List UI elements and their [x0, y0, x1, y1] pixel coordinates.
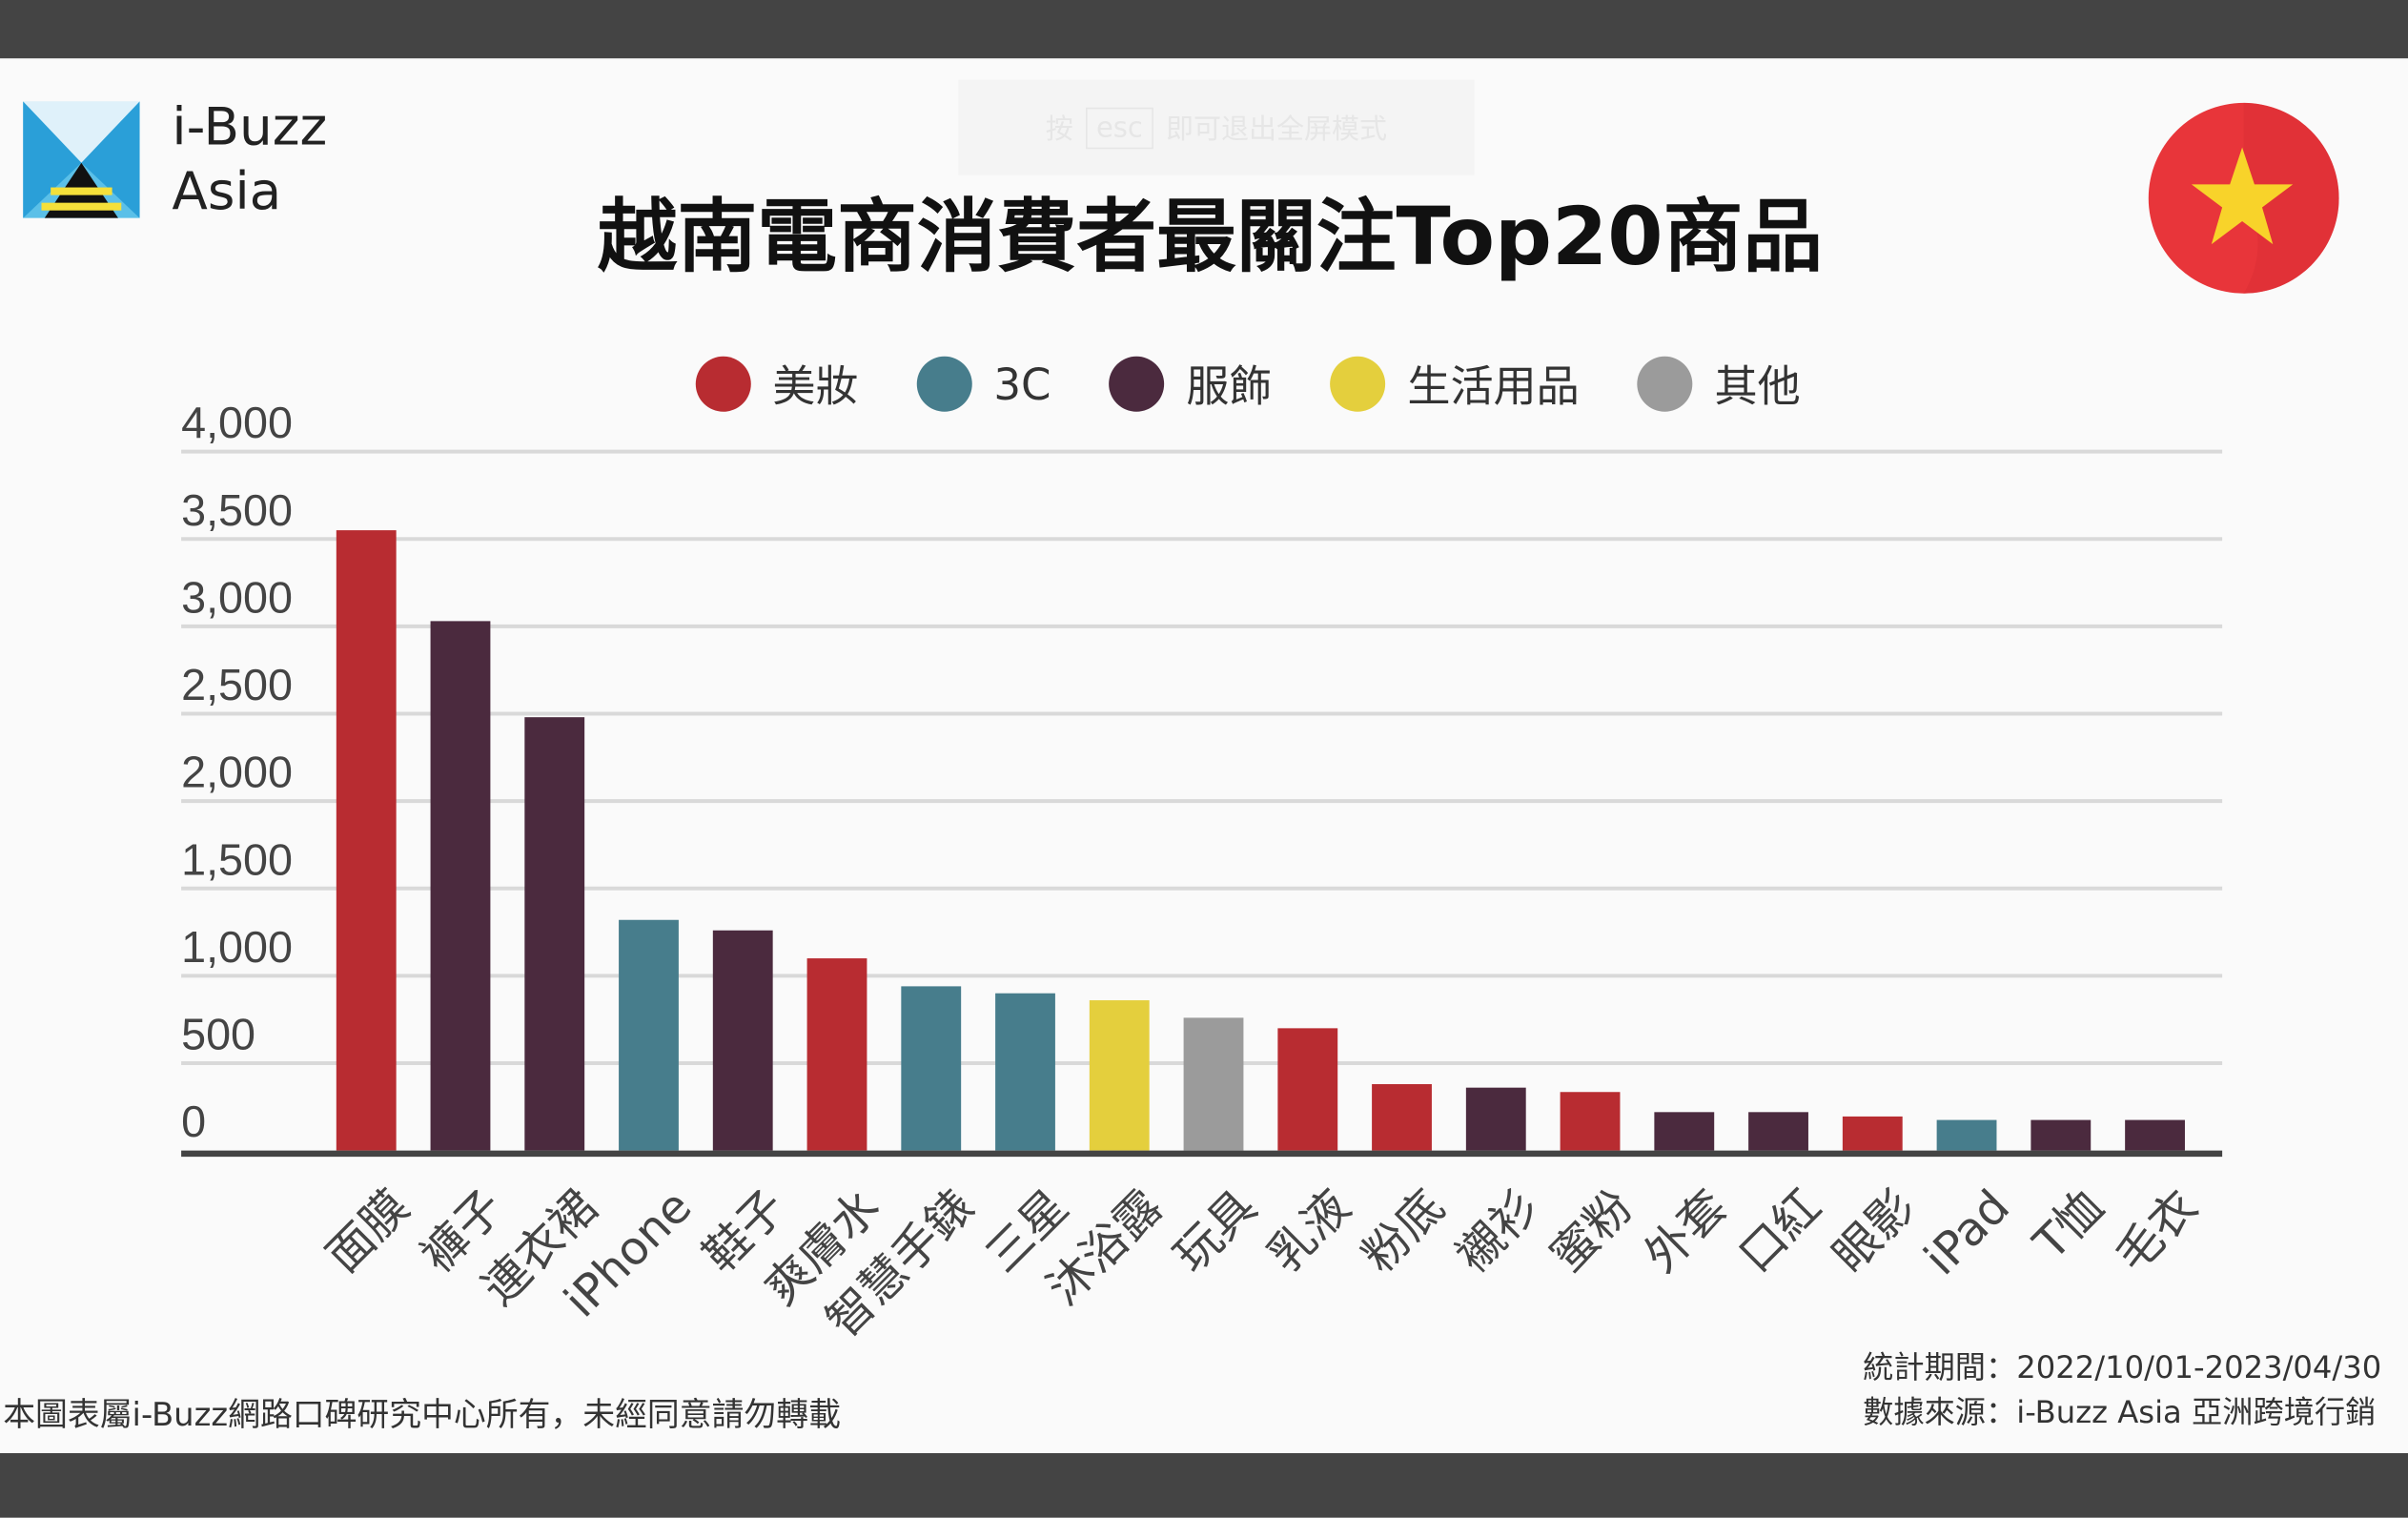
y-tick-label: 4,000 — [181, 398, 293, 447]
bottom-letterbox — [0, 1453, 2408, 1518]
bar-智慧手錶 — [901, 986, 962, 1151]
legend-swatch — [916, 356, 972, 412]
hint-prefix: 按 — [1045, 113, 1073, 147]
bar-爽膚水 — [806, 958, 867, 1151]
legend-item: 生活用品 — [1330, 354, 1580, 415]
legend-swatch — [1638, 356, 1694, 412]
legend-label: 生活用品 — [1407, 360, 1580, 412]
bar-外套 — [1654, 1112, 1715, 1151]
legend-swatch — [1330, 356, 1386, 412]
legend-swatch — [1109, 356, 1165, 412]
x-tick-label: 口紅 — [1729, 1180, 1832, 1282]
bar-口紅 — [1748, 1112, 1808, 1151]
vietnam-flag-icon — [2148, 102, 2339, 294]
bar-襯衫 — [1465, 1087, 1526, 1151]
bar-眼影 — [1842, 1116, 1903, 1151]
legend-label: 服飾 — [1186, 360, 1273, 412]
x-tick-label: 乳液 — [1258, 1180, 1361, 1282]
legend-label: 3C — [993, 359, 1051, 410]
y-tick-label: 1,000 — [181, 922, 293, 972]
x-tick-label: T恤 — [2023, 1180, 2113, 1270]
source-text: 數據來源：i-Buzz Asia 亞洲跨境行銷 — [1863, 1393, 2377, 1430]
brand-line1: i-Buzz — [172, 96, 328, 158]
legend-swatch — [695, 356, 751, 412]
hint-key: esc — [1085, 106, 1154, 149]
bar-iPhone — [619, 919, 679, 1151]
x-tick-label: 粉底 — [1352, 1180, 1455, 1282]
brand-line2: Asia — [172, 161, 282, 223]
bar-毛衣 — [2125, 1119, 2185, 1151]
x-tick-label: 玩具 — [1164, 1180, 1267, 1282]
bar-粉底 — [1372, 1084, 1432, 1151]
y-tick-label: 500 — [181, 1010, 255, 1059]
chart-legend: 美妝 3C 服飾 生活用品 其他 — [695, 354, 1859, 415]
y-tick-label: 1,500 — [181, 834, 293, 884]
chart-title: 越南電商消費者最關注Top20商品 — [597, 192, 1824, 285]
bar-iPad — [1936, 1119, 1997, 1151]
y-tick-label: 3,500 — [181, 485, 293, 535]
bar-褲子 — [430, 621, 491, 1151]
legend-label: 其他 — [1714, 360, 1801, 412]
bar-玩具 — [1183, 1017, 1244, 1151]
bar-沐浴露 — [1089, 1000, 1150, 1151]
source-info: 統計期間：2022/10/01-2023/04/30 數據來源：i-Buzz A… — [1863, 1345, 2381, 1434]
x-tick-label: 外套 — [1635, 1180, 1738, 1282]
period-text: 統計期間：2022/10/01-2023/04/30 — [1863, 1348, 2382, 1386]
fullscreen-exit-hint: 按 esc 即可退出全屏模式 — [958, 79, 1475, 175]
legend-label: 美妝 — [772, 360, 859, 412]
legend-item: 其他 — [1638, 354, 1801, 415]
x-tick-label: 襯衫 — [1446, 1180, 1549, 1282]
x-tick-label: 眼影 — [1823, 1180, 1926, 1282]
y-tick-label: 2,000 — [181, 748, 293, 797]
top-letterbox — [0, 0, 2408, 59]
legend-item: 3C — [916, 356, 1051, 412]
brand-name: i-Buzz Asia — [172, 95, 327, 224]
x-tick-label: 面膜 — [316, 1180, 419, 1282]
legend-item: 服飾 — [1109, 354, 1273, 415]
copyright-note: 本圖表屬i-Buzz網路口碑研究中心所有，未經同意請勿轉載 — [3, 1396, 841, 1434]
bar-乳液 — [1277, 1028, 1338, 1151]
x-tick-label: 毛衣 — [2106, 1180, 2209, 1282]
legend-item: 美妝 — [695, 354, 859, 415]
bar-蜜粉 — [1560, 1092, 1621, 1151]
hint-suffix: 即可退出全屏模式 — [1166, 113, 1388, 147]
bar-三星 — [995, 993, 1055, 1151]
bar-鞋子 — [712, 930, 773, 1151]
x-tick-label: 蜜粉 — [1541, 1180, 1643, 1282]
y-tick-label: 3,000 — [181, 572, 293, 622]
x-tick-label: iPad — [1914, 1180, 2020, 1285]
y-tick-label: 0 — [181, 1097, 206, 1146]
y-tick-label: 2,500 — [181, 660, 293, 709]
bar-連衣裙 — [524, 717, 585, 1151]
bar-T恤 — [2030, 1119, 2092, 1151]
ibuzz-logo-icon — [23, 101, 140, 218]
bar-面膜 — [336, 530, 397, 1151]
